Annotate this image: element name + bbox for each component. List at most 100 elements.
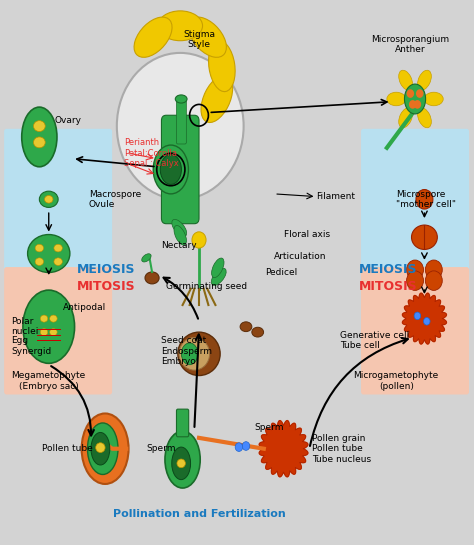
Circle shape [407,89,414,98]
Text: Ovary: Ovary [54,116,81,125]
Ellipse shape [211,268,226,286]
Text: Articulation: Articulation [274,252,327,261]
Ellipse shape [177,459,185,468]
Circle shape [423,318,430,325]
FancyBboxPatch shape [361,129,469,275]
Circle shape [192,232,206,248]
FancyBboxPatch shape [4,129,112,275]
Circle shape [425,271,442,290]
Ellipse shape [45,196,53,203]
Text: Generative cell
Tube cell: Generative cell Tube cell [340,331,409,350]
FancyBboxPatch shape [4,267,112,395]
Ellipse shape [96,443,105,452]
Ellipse shape [174,226,186,245]
Ellipse shape [387,92,406,106]
Ellipse shape [418,108,431,128]
Ellipse shape [54,244,63,252]
Text: Polar
nuclei: Polar nuclei [11,317,38,336]
Circle shape [414,100,421,109]
FancyBboxPatch shape [176,100,186,144]
Text: MITOSIS: MITOSIS [77,280,136,293]
Text: Nectary: Nectary [162,241,197,250]
Ellipse shape [50,315,57,322]
Text: Pollination and Fertilization: Pollination and Fertilization [113,509,285,519]
Ellipse shape [179,337,210,370]
Text: Pollen grain
Pollen tube
Tube nucleus: Pollen grain Pollen tube Tube nucleus [312,434,371,464]
Text: Sperm: Sperm [146,444,176,453]
Ellipse shape [142,254,151,262]
Ellipse shape [211,258,224,277]
Ellipse shape [252,327,264,337]
Text: Filament: Filament [317,192,356,201]
Ellipse shape [35,258,44,265]
Text: Seed coat: Seed coat [162,336,207,345]
Circle shape [242,441,250,450]
Text: MEIOSIS: MEIOSIS [77,263,136,276]
Ellipse shape [399,70,412,90]
Text: MEIOSIS: MEIOSIS [359,263,417,276]
Ellipse shape [40,329,48,336]
Circle shape [409,100,417,109]
Ellipse shape [91,432,110,465]
FancyBboxPatch shape [176,409,189,437]
Polygon shape [259,421,308,477]
Text: Microsporangium
Anther: Microsporangium Anther [371,35,449,54]
Circle shape [117,53,244,199]
Text: Floral axis: Floral axis [283,230,330,239]
Ellipse shape [88,423,118,475]
Ellipse shape [50,329,57,336]
Circle shape [425,260,442,280]
Text: Perianth
Petal:Corolla
Sepal : Calyx: Perianth Petal:Corolla Sepal : Calyx [124,138,179,168]
Text: Synergid: Synergid [11,347,51,356]
Ellipse shape [22,107,57,167]
Ellipse shape [145,272,159,284]
Ellipse shape [34,120,45,131]
FancyBboxPatch shape [162,115,199,223]
Ellipse shape [182,343,198,365]
Text: Germinating seed: Germinating seed [166,282,247,290]
Ellipse shape [165,431,200,488]
Ellipse shape [23,290,74,364]
Ellipse shape [34,137,45,148]
Text: Microspore
"mother cell": Microspore "mother cell" [396,190,456,209]
Ellipse shape [411,225,438,250]
Ellipse shape [35,244,44,252]
Ellipse shape [172,220,187,237]
FancyBboxPatch shape [361,267,469,395]
Ellipse shape [188,17,227,57]
Text: Pedicel: Pedicel [265,268,297,277]
Circle shape [235,443,243,451]
Ellipse shape [404,84,426,114]
Text: Macrospore
Ovule: Macrospore Ovule [89,190,141,209]
Ellipse shape [160,155,182,184]
Text: Microgametophyte
(pollen): Microgametophyte (pollen) [354,371,439,391]
Ellipse shape [82,414,128,484]
Text: Endosperm: Endosperm [162,347,212,356]
Circle shape [407,260,423,280]
Ellipse shape [209,41,235,92]
Ellipse shape [201,75,233,123]
Ellipse shape [153,145,189,194]
Text: Embryo: Embryo [162,358,196,366]
Polygon shape [402,293,447,344]
Text: MITOSIS: MITOSIS [359,280,417,293]
Ellipse shape [54,258,63,265]
Ellipse shape [134,17,172,57]
Ellipse shape [240,322,252,331]
Circle shape [414,312,420,320]
Text: Sperm: Sperm [255,422,284,432]
Text: Pollen tube: Pollen tube [42,444,93,453]
Ellipse shape [178,332,220,376]
Text: Stigma
Style: Stigma Style [183,29,215,49]
Ellipse shape [39,191,58,208]
Text: Egg: Egg [11,336,28,345]
Circle shape [407,271,423,290]
Ellipse shape [399,108,412,128]
Circle shape [416,89,423,98]
Ellipse shape [424,92,443,106]
Text: Antipodal: Antipodal [63,303,106,312]
Text: Megametophyte
(Embryo sac): Megametophyte (Embryo sac) [12,371,86,391]
Circle shape [416,190,433,209]
Ellipse shape [172,447,191,480]
Ellipse shape [158,11,202,41]
